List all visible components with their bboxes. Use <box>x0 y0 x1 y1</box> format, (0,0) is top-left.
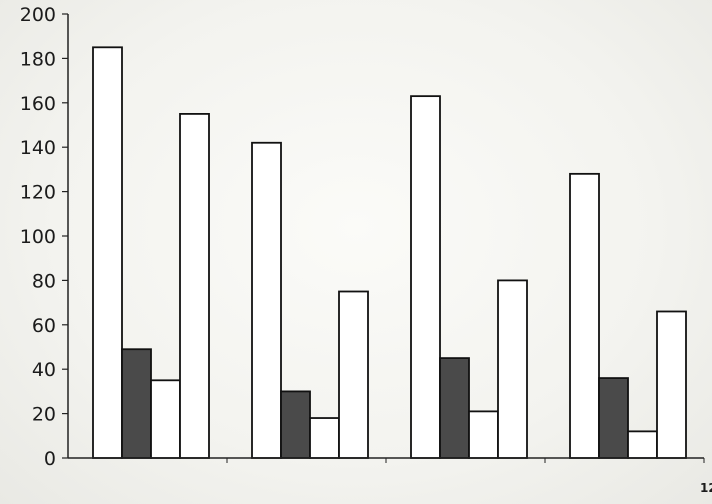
bar-series-1-cat-4 <box>569 172 600 459</box>
y-tick-label: 40 <box>32 359 56 381</box>
bar-series-1-cat-1 <box>92 46 123 459</box>
bar-series-3-cat-2 <box>309 417 340 459</box>
y-tick-label: 200 <box>20 4 56 26</box>
bar-series-1-cat-3 <box>410 95 441 459</box>
bar-series-1-cat-2 <box>251 141 282 459</box>
bar-series-3-cat-4 <box>627 430 658 459</box>
y-tick-label: 160 <box>20 93 56 115</box>
bar-series-2-cat-4 <box>598 377 629 459</box>
y-tick-label: 100 <box>20 226 56 248</box>
y-tick-label: 180 <box>20 48 56 70</box>
bar-series-2-cat-1 <box>121 348 152 459</box>
y-tick-label: 60 <box>32 315 56 337</box>
y-tick-label: 0 <box>44 448 56 470</box>
y-tick-label: 120 <box>20 182 56 204</box>
bar-series-2-cat-2 <box>280 390 311 459</box>
bar-series-3-cat-1 <box>150 379 181 459</box>
bar-series-4-cat-1 <box>179 113 210 459</box>
y-axis: 0 20 40 60 80 100 120 140 160 180 200 <box>20 4 69 470</box>
y-tick-label: 20 <box>32 404 56 426</box>
y-tick-label: 80 <box>32 270 56 292</box>
bar-series-3-cat-3 <box>468 410 499 459</box>
bars <box>92 46 687 459</box>
bar-series-4-cat-3 <box>497 279 528 459</box>
x-axis <box>68 457 705 463</box>
y-tick-label: 140 <box>20 137 56 159</box>
bar-series-4-cat-2 <box>338 290 369 459</box>
x-axis-category-text: عسیری القراءة 10 - 8 قراء عادیین 8-10 عس… <box>700 481 712 495</box>
bar-series-2-cat-3 <box>439 357 470 459</box>
bar-series-4-cat-4 <box>656 310 687 459</box>
